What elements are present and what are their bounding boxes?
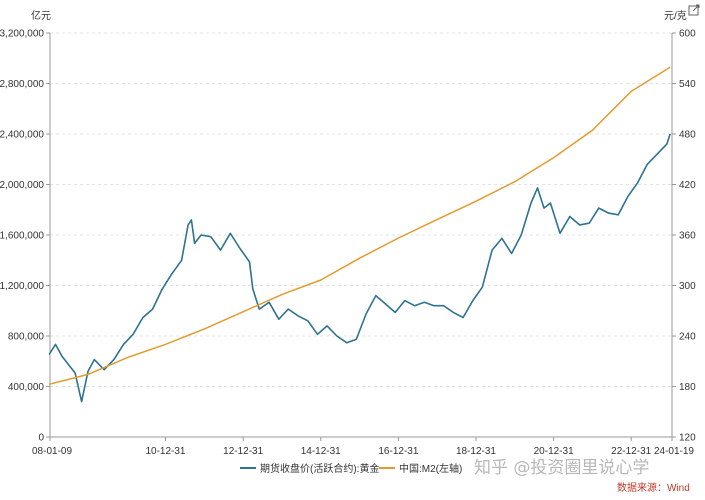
left-tick-label: 2,800,000: [0, 79, 44, 90]
left-tick-label: 0: [38, 433, 44, 444]
left-axis-unit: 亿元: [31, 9, 51, 22]
right-tick-label: 360: [679, 231, 696, 242]
right-tick-label: 480: [679, 130, 696, 141]
left-tick-label: 1,600,000: [0, 231, 44, 242]
left-tick-label: 3,200,000: [0, 29, 44, 40]
right-tick-label: 420: [679, 180, 696, 191]
legend-label-gold: 期货收盘价(活跃合约):黄金: [260, 462, 379, 475]
x-tick-label: 12-12-31: [223, 446, 263, 457]
right-tick-label: 240: [679, 332, 696, 343]
left-tick-label: 2,000,000: [0, 180, 44, 191]
legend-label-m2: 中国:M2(左轴): [399, 462, 462, 475]
right-tick-label: 120: [679, 433, 696, 444]
left-tick-label: 2,400,000: [0, 130, 44, 141]
legend-item-gold[interactable]: 期货收盘价(活跃合约):黄金: [240, 462, 379, 475]
watermark: 知乎 @投资圈里说心学: [474, 458, 649, 478]
export-icon[interactable]: [688, 4, 700, 16]
right-tick-label: 600: [679, 29, 696, 40]
x-tick-label: 08-01-09: [32, 446, 72, 457]
gold-price-line: [48, 133, 671, 403]
legend: 期货收盘价(活跃合约):黄金 中国:M2(左轴): [240, 462, 462, 475]
x-tick-label: 20-12-31: [534, 446, 574, 457]
left-tick-label: 400,000: [8, 382, 45, 393]
m2-line: [48, 66, 671, 386]
tick-labels: 0 120 400,000 180 800,000 240 1,200,000 300 1,60…: [0, 29, 696, 458]
x-tick-label: 22-12-31: [611, 446, 651, 457]
x-tick-label: 10-12-31: [145, 446, 185, 457]
x-tick-label: 14-12-31: [301, 446, 341, 457]
legend-item-m2[interactable]: 中国:M2(左轴): [379, 462, 462, 475]
right-tick-label: 540: [679, 79, 696, 90]
axes: [46, 32, 676, 441]
x-tick-label: 16-12-31: [378, 446, 418, 457]
right-tick-label: 180: [679, 382, 696, 393]
right-tick-label: 300: [679, 281, 696, 292]
left-tick-label: 800,000: [8, 332, 45, 343]
data-source: 数据来源：Wind: [617, 481, 690, 494]
right-axis-unit: 元/克: [664, 10, 687, 22]
left-tick-label: 1,200,000: [0, 281, 44, 292]
x-tick-label: 24-01-19: [654, 446, 694, 457]
series-lines: [48, 66, 671, 403]
gridlines: [50, 32, 672, 387]
x-tick-label: 18-12-31: [456, 446, 496, 457]
